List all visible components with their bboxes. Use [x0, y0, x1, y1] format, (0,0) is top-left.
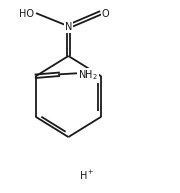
Text: O: O — [102, 8, 109, 19]
Text: HO: HO — [19, 8, 34, 19]
Text: H$^+$: H$^+$ — [79, 169, 94, 182]
Text: N: N — [65, 22, 72, 32]
Text: NH$_2$: NH$_2$ — [78, 68, 98, 82]
